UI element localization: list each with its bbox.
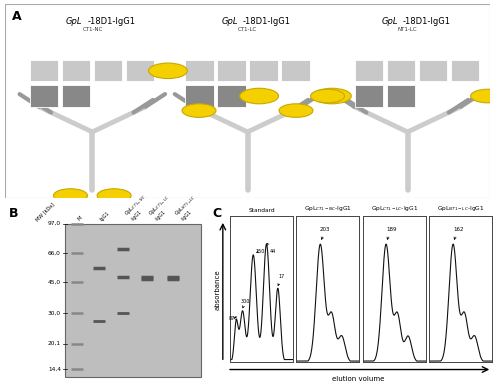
Text: elution volume: elution volume	[332, 376, 384, 382]
Text: A: A	[12, 10, 22, 23]
Text: 45,0: 45,0	[48, 280, 61, 285]
Text: -18D1-IgG1: -18D1-IgG1	[242, 17, 290, 26]
Text: GpL$_{CT1-NC}$-IgG1: GpL$_{CT1-NC}$-IgG1	[304, 204, 352, 213]
Bar	[186, 85, 214, 107]
Bar	[387, 60, 416, 81]
Text: NT1-LC: NT1-LC	[398, 27, 417, 32]
Text: IgG1: IgG1	[99, 210, 110, 222]
Text: GpL$_{NT1-LC}$-IgG1: GpL$_{NT1-LC}$-IgG1	[437, 204, 484, 213]
Bar	[62, 85, 90, 107]
Text: 97,0: 97,0	[48, 221, 61, 226]
Text: GpL$_{CT1-NC}$
-IgG1: GpL$_{CT1-NC}$ -IgG1	[123, 192, 153, 222]
Bar	[355, 60, 384, 81]
Text: 66,0: 66,0	[48, 251, 61, 256]
Circle shape	[279, 104, 313, 117]
Text: GpL: GpL	[222, 17, 238, 26]
Text: MW [kDa]: MW [kDa]	[35, 201, 56, 222]
Text: Standard: Standard	[248, 208, 275, 213]
Circle shape	[54, 189, 88, 203]
Text: GpL$_{NT1-LC}$
-IgG1: GpL$_{NT1-LC}$ -IgG1	[173, 192, 203, 222]
Text: C: C	[213, 207, 222, 220]
Text: absorbance: absorbance	[214, 269, 220, 310]
Circle shape	[148, 63, 188, 78]
Circle shape	[312, 88, 352, 104]
Bar	[250, 60, 278, 81]
Bar	[186, 60, 214, 81]
Bar	[126, 60, 154, 81]
Bar	[419, 60, 448, 81]
Text: GpL$_{CT1-LC}$-IgG1: GpL$_{CT1-LC}$-IgG1	[370, 204, 418, 213]
Text: -18D1-IgG1: -18D1-IgG1	[88, 17, 136, 26]
Bar	[355, 85, 384, 107]
Bar	[387, 85, 416, 107]
Text: M: M	[77, 215, 84, 222]
Circle shape	[97, 189, 131, 203]
Bar	[30, 85, 58, 107]
Text: CT1-NC: CT1-NC	[82, 27, 103, 32]
Bar	[451, 60, 480, 81]
Circle shape	[240, 88, 279, 104]
Bar	[218, 85, 246, 107]
Bar	[94, 60, 122, 81]
Bar	[218, 60, 246, 81]
Text: 14,4: 14,4	[48, 367, 61, 372]
Circle shape	[470, 89, 500, 103]
Circle shape	[310, 89, 344, 103]
Text: GpL: GpL	[66, 17, 82, 26]
Text: B: B	[9, 207, 18, 220]
Bar	[62, 60, 90, 81]
Text: GpL$_{CT1-LC}$
-IgG1: GpL$_{CT1-LC}$ -IgG1	[147, 192, 176, 222]
Text: GpL: GpL	[382, 17, 398, 26]
Text: 20,1: 20,1	[48, 341, 61, 346]
Bar	[30, 60, 58, 81]
Text: CT1-LC: CT1-LC	[238, 27, 257, 32]
Text: -18D1-IgG1: -18D1-IgG1	[402, 17, 450, 26]
Bar	[282, 60, 310, 81]
Circle shape	[182, 104, 216, 117]
Bar	[65, 223, 201, 377]
Text: 30,0: 30,0	[48, 311, 61, 316]
